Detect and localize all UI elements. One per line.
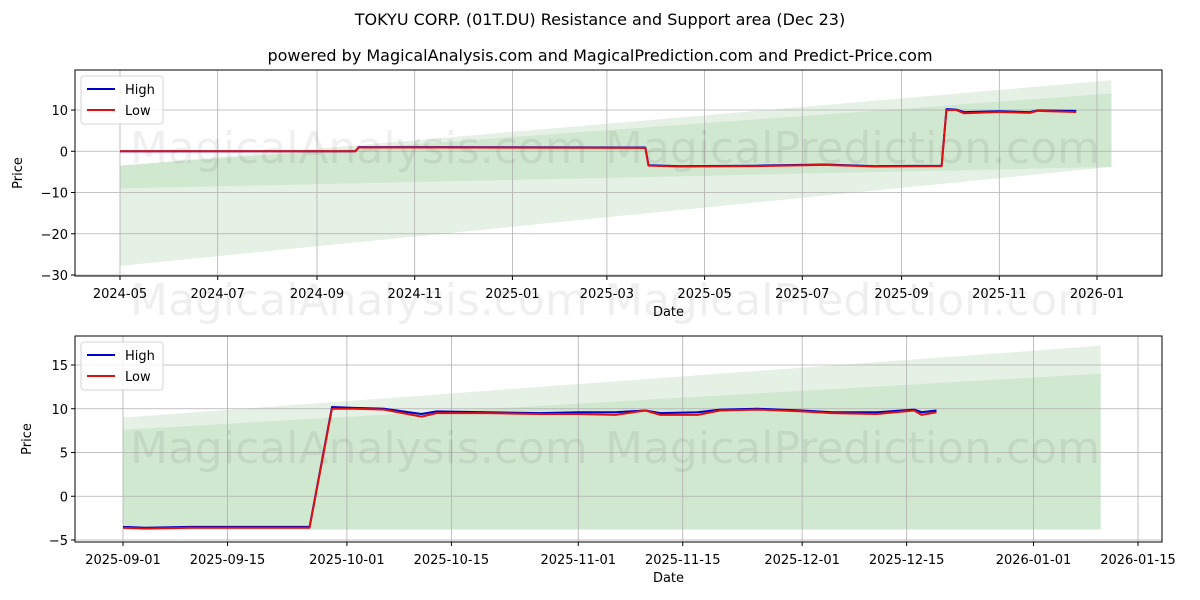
x-tick-label: 2025-11 bbox=[972, 287, 1026, 302]
x-tick-label: 2025-07 bbox=[775, 287, 829, 302]
x-axis-label: Date bbox=[653, 571, 684, 586]
x-tick-label: 2025-11-01 bbox=[540, 553, 616, 568]
y-axis-label: Price bbox=[20, 423, 35, 455]
support-zone-dark bbox=[120, 93, 1112, 189]
x-tick-label: 2025-10-01 bbox=[309, 553, 385, 568]
x-tick-label: 2026-01 bbox=[1070, 287, 1124, 302]
x-tick-label: 2025-09-01 bbox=[85, 553, 161, 568]
chart-title: TOKYU CORP. (01T.DU) Resistance and Supp… bbox=[354, 10, 846, 29]
x-tick-label: 2024-05 bbox=[93, 287, 147, 302]
chart-subtitle: powered by MagicalAnalysis.com and Magic… bbox=[267, 46, 933, 65]
series-low-line bbox=[122, 407, 937, 530]
chart-panel-2: MagicalAnalysis.com MagicalPrediction.com… bbox=[20, 335, 1176, 586]
legend-label-high: High bbox=[125, 349, 155, 364]
svg-text:MagicalAnalysis.com: MagicalAnalysis.com bbox=[130, 275, 588, 326]
legend: High Low bbox=[80, 341, 164, 391]
y-tick-label: 0 bbox=[60, 145, 68, 160]
legend-label-low: Low bbox=[125, 104, 151, 119]
y-tick-label: −20 bbox=[41, 228, 68, 243]
x-tick-label: 2025-01 bbox=[485, 287, 539, 302]
x-tick-label: 2025-09 bbox=[874, 287, 928, 302]
x-tick-label: 2025-12-15 bbox=[869, 553, 945, 568]
y-tick-label: 0 bbox=[60, 490, 68, 505]
y-tick-label: 10 bbox=[51, 403, 68, 418]
x-tick-label: 2025-11-15 bbox=[645, 553, 721, 568]
y-tick-label: 10 bbox=[51, 104, 68, 119]
watermark-left: MagicalAnalysis.com bbox=[130, 423, 588, 474]
x-tick-label: 2026-01-15 bbox=[1100, 553, 1176, 568]
axes-frame bbox=[74, 335, 1163, 543]
y-tick-label: −5 bbox=[49, 534, 68, 549]
legend-label-high: High bbox=[125, 83, 155, 98]
grid bbox=[75, 70, 1162, 276]
series-low-line bbox=[120, 109, 1077, 168]
svg-text:MagicalPrediction.com: MagicalPrediction.com bbox=[605, 275, 1100, 326]
x-tick-label: 2025-03 bbox=[580, 287, 634, 302]
x-axis-label: Date bbox=[653, 305, 684, 320]
legend-label-low: Low bbox=[125, 370, 151, 385]
watermark-right: MagicalPrediction.com bbox=[605, 423, 1100, 474]
x-tick-label: 2026-01-01 bbox=[996, 553, 1072, 568]
y-tick-label: 15 bbox=[51, 359, 68, 374]
grid bbox=[75, 336, 1162, 542]
x-tick-label: 2025-09-15 bbox=[190, 553, 266, 568]
axes-frame bbox=[74, 69, 1163, 277]
legend: High Low bbox=[80, 75, 164, 125]
x-tick-label: 2024-11 bbox=[388, 287, 442, 302]
x-tick-label: 2024-07 bbox=[191, 287, 245, 302]
y-tick-label: −10 bbox=[41, 187, 68, 202]
x-tick-label: 2025-10-15 bbox=[414, 553, 490, 568]
y-tick-label: 5 bbox=[60, 447, 68, 462]
chart-panel-1: MagicalAnalysis.com MagicalPrediction.com… bbox=[11, 69, 1163, 320]
x-tick-label: 2025-05 bbox=[677, 287, 731, 302]
x-tick-label: 2024-09 bbox=[290, 287, 344, 302]
support-resistance-bands bbox=[120, 80, 1112, 266]
x-tick-label: 2025-12-01 bbox=[764, 553, 840, 568]
y-tick-label: −30 bbox=[41, 269, 68, 284]
y-axis-label: Price bbox=[11, 157, 26, 189]
